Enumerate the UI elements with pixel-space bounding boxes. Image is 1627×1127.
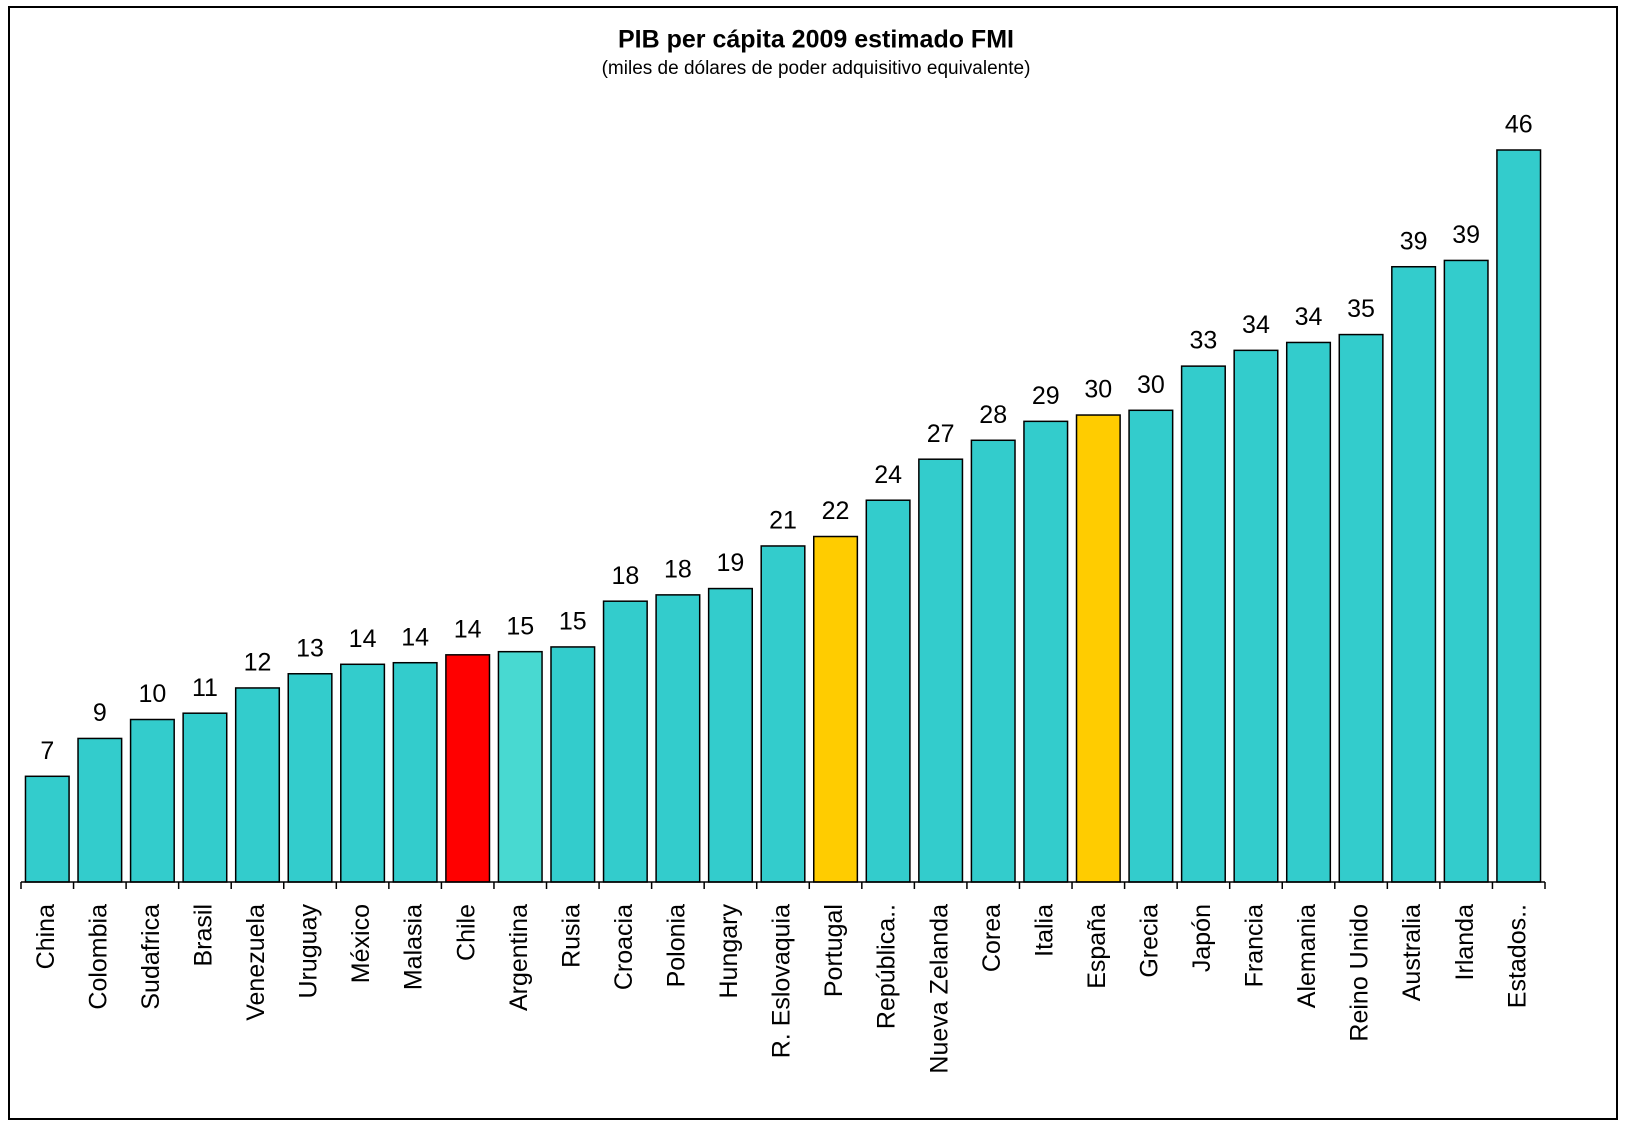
chart-title: PIB per cápita 2009 estimado FMI	[618, 26, 1014, 54]
data-label: 10	[138, 680, 166, 708]
data-label: 12	[244, 649, 272, 677]
bar	[602, 600, 648, 883]
bar	[1075, 414, 1121, 883]
data-label: 34	[1242, 311, 1270, 339]
x-tick-label: Reino Unido	[1346, 904, 1374, 1042]
x-tick-label: Francia	[1241, 904, 1269, 987]
data-label: 14	[401, 623, 429, 651]
x-tick-label: Nueva Zelanda	[925, 904, 953, 1074]
chart-subtitle: (miles de dólares de poder adquisitivo e…	[602, 58, 1031, 79]
x-tick-label: Brasil	[190, 904, 218, 967]
x-tick-label: China	[32, 904, 60, 969]
x-tick-label: Irlanda	[1451, 904, 1479, 981]
bar	[1128, 409, 1174, 883]
bar	[1338, 333, 1384, 883]
bar	[497, 650, 543, 883]
bar	[1233, 349, 1279, 883]
bar	[24, 775, 70, 883]
data-label: 30	[1084, 376, 1112, 404]
x-tick-label: Italia	[1030, 904, 1058, 957]
data-label: 14	[454, 615, 482, 643]
x-tick-label: Chile	[452, 904, 480, 961]
bar	[1180, 365, 1226, 883]
x-tick-label: Colombia	[84, 904, 112, 1010]
bar	[287, 673, 333, 883]
data-label: 39	[1400, 227, 1428, 255]
x-tick-label: Uruguay	[295, 904, 323, 999]
x-tick-label: Japón	[1188, 904, 1216, 972]
x-tick-label: Hungary	[715, 904, 743, 999]
bar	[77, 737, 123, 883]
bar	[340, 663, 386, 883]
x-tick-label: República..	[873, 904, 901, 1029]
data-label: 27	[927, 420, 955, 448]
x-tick-label: Malasia	[400, 904, 428, 990]
bar	[1285, 341, 1332, 883]
data-label: 46	[1505, 111, 1533, 139]
bar	[1023, 420, 1069, 883]
bar	[918, 458, 964, 883]
bar	[234, 687, 281, 883]
bar	[707, 587, 753, 883]
bar	[445, 654, 491, 883]
data-label: 35	[1347, 295, 1375, 323]
data-label: 30	[1137, 371, 1165, 399]
data-label: 7	[40, 737, 54, 765]
data-label: 15	[559, 608, 587, 636]
x-tick-label: España	[1083, 904, 1111, 989]
data-label: 18	[664, 555, 692, 583]
bar	[655, 594, 701, 883]
bar	[865, 499, 911, 883]
data-label: 19	[717, 549, 745, 577]
bar	[1443, 259, 1489, 883]
x-tick-label: México	[347, 904, 375, 983]
bar	[813, 535, 859, 883]
data-label: 22	[822, 497, 850, 525]
x-tick-label: Croacia	[610, 904, 638, 990]
bar	[760, 545, 806, 883]
data-label: 34	[1295, 303, 1323, 331]
x-tick-label: Venezuela	[242, 904, 270, 1021]
bar	[392, 661, 438, 883]
bar	[182, 712, 228, 883]
x-tick-label: Australia	[1398, 904, 1426, 1001]
data-label: 11	[192, 674, 218, 702]
data-label: 13	[296, 634, 324, 662]
x-tick-label: Sudafrica	[137, 904, 165, 1010]
x-tick-label: Alemania	[1293, 904, 1321, 1008]
data-label: 9	[93, 699, 107, 727]
data-label: 24	[874, 461, 902, 489]
x-tick-label: Grecia	[1135, 904, 1163, 978]
bar	[970, 439, 1016, 883]
x-tick-label: Portugal	[820, 904, 848, 997]
bar	[1496, 149, 1542, 883]
x-tick-label: Corea	[978, 904, 1006, 972]
x-tick-label: Polonia	[663, 904, 691, 987]
data-label: 33	[1190, 327, 1218, 355]
data-label: 18	[611, 562, 639, 590]
x-tick-label: Estados..	[1503, 904, 1531, 1008]
data-label: 21	[769, 507, 797, 535]
x-tick-label: Rusia	[557, 904, 585, 968]
bar	[129, 718, 175, 883]
data-label: 28	[979, 401, 1007, 429]
x-tick-label: Argentina	[505, 904, 533, 1011]
x-tick-label: R. Eslovaquia	[768, 904, 796, 1058]
bar	[550, 646, 596, 883]
data-label: 14	[349, 625, 377, 653]
data-label: 15	[506, 612, 534, 640]
bar	[1391, 265, 1437, 883]
data-label: 39	[1452, 221, 1480, 249]
data-label: 29	[1032, 382, 1060, 410]
